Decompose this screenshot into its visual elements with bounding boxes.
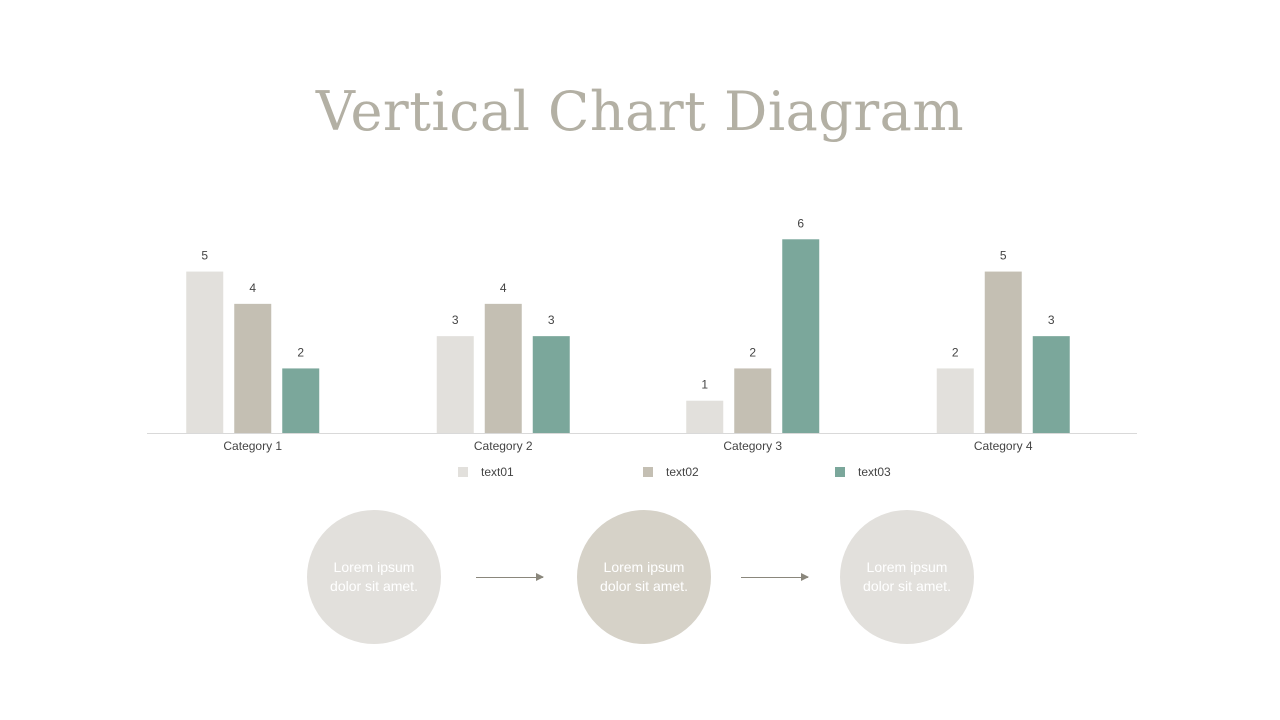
- bar-text02-3: [734, 368, 772, 433]
- data-label: 1: [701, 378, 708, 392]
- legend-label-text02: text02: [666, 465, 699, 479]
- data-label: 2: [297, 345, 304, 359]
- data-label: 3: [452, 313, 459, 327]
- data-label: 5: [201, 249, 208, 263]
- legend-swatch-text01: [458, 467, 468, 477]
- bar-text03-4: [1032, 336, 1070, 433]
- bar-text01-1: [186, 271, 224, 433]
- page-title: Vertical Chart Diagram: [315, 80, 965, 143]
- flow-step-1-text: Lorem ipsum dolor sit amet.: [330, 559, 418, 594]
- flow-step-3-text: Lorem ipsum dolor sit amet.: [863, 559, 951, 594]
- flow-step-3: Lorem ipsum dolor sit amet.: [840, 510, 974, 644]
- legend-swatch-text03: [835, 467, 845, 477]
- data-label: 3: [548, 313, 555, 327]
- category-label: Category 4: [974, 439, 1033, 453]
- legend-label-text01: text01: [481, 465, 514, 479]
- data-label: 2: [952, 345, 959, 359]
- category-label: Category 3: [723, 439, 782, 453]
- data-label: 2: [749, 345, 756, 359]
- legend-swatch-text02: [643, 467, 653, 477]
- bar-text03-3: [782, 239, 820, 433]
- bar-text01-4: [936, 368, 974, 433]
- flow-step-2: Lorem ipsum dolor sit amet.: [577, 510, 711, 644]
- data-label: 5: [1000, 249, 1007, 263]
- bar-text02-4: [984, 271, 1022, 433]
- data-label: 4: [249, 281, 256, 295]
- bar-text01-2: [436, 336, 474, 433]
- category-label: Category 2: [474, 439, 533, 453]
- data-label: 3: [1048, 313, 1055, 327]
- category-label: Category 1: [223, 439, 282, 453]
- data-label: 4: [500, 281, 507, 295]
- bar-text03-2: [532, 336, 570, 433]
- flow-step-2-text: Lorem ipsum dolor sit amet.: [600, 559, 688, 594]
- bar-text03-1: [282, 368, 320, 433]
- legend-label-text03: text03: [858, 465, 891, 479]
- bar-text02-1: [234, 303, 272, 433]
- data-label: 6: [797, 216, 804, 230]
- bar-text01-3: [686, 400, 724, 433]
- arrow-right-icon: [741, 573, 809, 581]
- bar-chart: 5 4 2 Category 1 3 4 3 Category 2 1 2 6 Category 3 2…: [147, 216, 1137, 479]
- arrow-right-icon: [476, 573, 544, 581]
- bar-text02-2: [484, 303, 522, 433]
- flow-step-1: Lorem ipsum dolor sit amet.: [307, 510, 441, 644]
